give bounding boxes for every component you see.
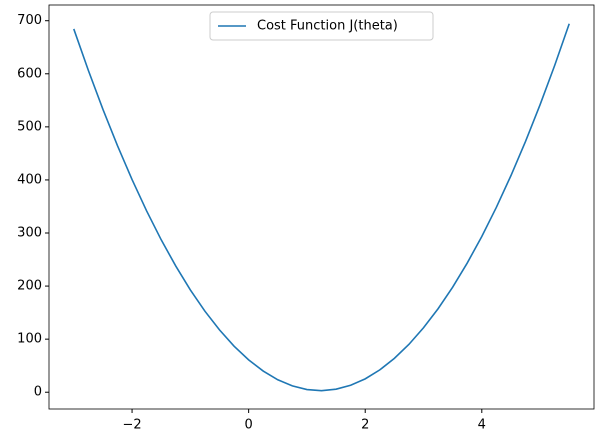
x-tick-label: 2	[361, 418, 369, 433]
legend-label: Cost Function J(theta)	[257, 19, 398, 34]
y-tick-label: 700	[17, 13, 42, 28]
legend-box	[209, 11, 434, 41]
y-tick-label: 100	[17, 332, 42, 347]
x-tick-label: −2	[122, 418, 141, 433]
y-tick-label: 500	[17, 119, 42, 134]
y-tick-label: 400	[17, 172, 42, 187]
y-tick-label: 300	[17, 226, 42, 241]
axes-frame	[48, 4, 595, 410]
y-tick-label: 600	[17, 66, 42, 81]
x-tick-label: 0	[244, 418, 252, 433]
line	[73, 23, 570, 392]
y-tick-label: 0	[34, 385, 42, 400]
x-tick-label: 4	[478, 418, 486, 433]
y-tick-label: 200	[17, 279, 42, 294]
